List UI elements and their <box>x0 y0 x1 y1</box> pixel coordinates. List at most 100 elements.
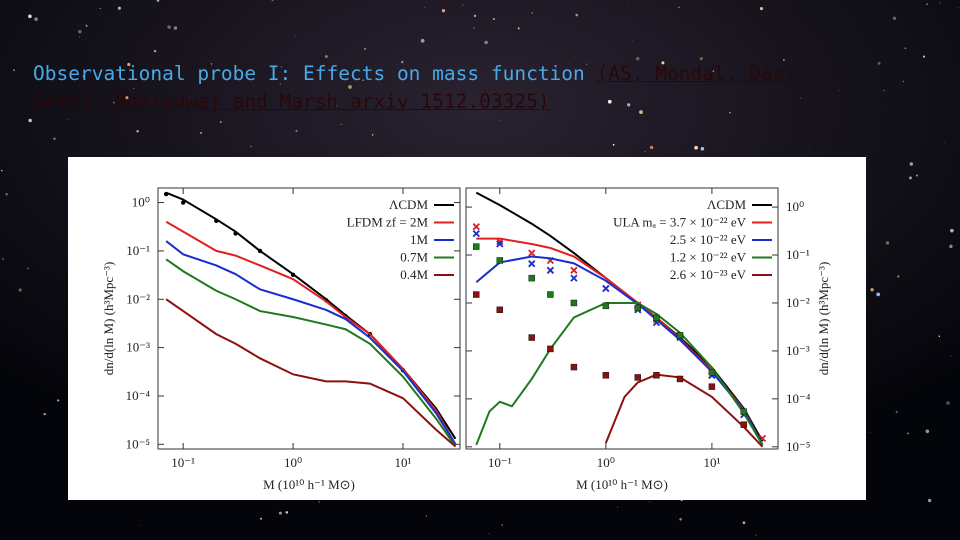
star <box>324 55 328 58</box>
star <box>259 517 263 520</box>
star <box>279 83 281 85</box>
star <box>922 55 926 58</box>
star <box>632 39 633 41</box>
star <box>876 292 881 297</box>
star <box>363 47 367 50</box>
star <box>133 87 135 89</box>
star <box>170 102 172 104</box>
y-axis-label: dn/d(ln M) (h³Mpc⁻³) <box>101 262 116 376</box>
star <box>501 524 503 526</box>
star <box>943 142 945 144</box>
data-point <box>634 304 641 312</box>
star <box>348 85 352 89</box>
data-point <box>634 374 641 381</box>
star <box>885 241 890 245</box>
x-tick-label: 10⁰ <box>284 455 302 470</box>
data-point <box>214 218 219 223</box>
star <box>371 134 374 136</box>
star <box>335 105 337 107</box>
y-tick-label: 10⁻¹ <box>126 243 150 258</box>
legend-label: ULA mₐ = 3.7 × 10⁻²² eV <box>613 215 747 230</box>
star <box>949 244 953 249</box>
star <box>0 169 3 172</box>
star <box>441 8 446 13</box>
series-line <box>165 240 457 445</box>
series-group <box>163 191 457 448</box>
star <box>26 267 29 270</box>
star <box>883 89 885 92</box>
star <box>895 411 898 414</box>
star <box>644 151 646 153</box>
star <box>585 63 588 66</box>
star <box>473 14 477 18</box>
star <box>43 412 46 416</box>
data-point <box>602 372 610 379</box>
star <box>473 27 476 29</box>
star <box>28 118 32 123</box>
star <box>492 18 495 20</box>
star <box>500 120 502 122</box>
star <box>424 7 425 8</box>
x-tick-label: 10⁰ <box>597 455 615 470</box>
y-tick-label: 10⁻² <box>786 295 810 310</box>
star <box>13 69 15 72</box>
star <box>545 99 547 101</box>
data-point <box>602 284 610 293</box>
star <box>99 8 101 10</box>
data-point <box>528 274 535 282</box>
star <box>755 534 757 536</box>
data-point <box>602 302 610 310</box>
series-line <box>165 258 457 448</box>
data-point <box>570 299 578 307</box>
star <box>892 16 897 20</box>
y-tick-label: 10⁻³ <box>126 340 150 355</box>
star <box>159 79 161 81</box>
data-point <box>257 248 263 254</box>
x-tick-label: 10¹ <box>703 455 720 470</box>
star <box>783 59 785 61</box>
star <box>517 27 520 30</box>
star <box>927 498 932 503</box>
data-point <box>546 266 555 274</box>
data-point <box>528 260 536 268</box>
data-point <box>570 363 578 371</box>
legend-label: 1M <box>410 232 429 247</box>
star <box>909 162 914 166</box>
star <box>295 129 298 133</box>
data-point <box>290 272 296 278</box>
star <box>678 6 680 8</box>
star <box>136 130 139 133</box>
star <box>285 511 289 514</box>
series-line <box>165 220 457 445</box>
star <box>153 49 157 53</box>
data-point <box>496 240 504 248</box>
data-point <box>496 238 504 246</box>
star <box>53 137 56 140</box>
reference-link[interactable]: (AS, Mondal, Das, Sethi, Bharadwaj and M… <box>33 62 797 113</box>
data-point <box>528 334 535 341</box>
star <box>78 36 81 38</box>
data-point <box>233 231 238 236</box>
series-line <box>604 373 764 448</box>
star <box>926 3 929 6</box>
star <box>340 123 343 126</box>
star <box>425 515 428 517</box>
star <box>78 29 82 34</box>
star <box>575 13 579 17</box>
star <box>958 7 959 8</box>
legend-label: 1.2 × 10⁻²² eV <box>670 250 747 265</box>
star <box>679 518 682 521</box>
star <box>904 47 907 50</box>
star <box>700 146 705 151</box>
star <box>318 500 321 503</box>
star <box>617 506 619 508</box>
star <box>125 96 129 100</box>
y-tick-label: 10⁻³ <box>786 343 810 358</box>
star <box>877 61 881 65</box>
star <box>28 14 32 19</box>
y-tick-label: 10⁰ <box>132 195 150 210</box>
data-point <box>496 306 504 314</box>
star <box>699 57 703 61</box>
legend-label: 0.4M <box>400 267 428 282</box>
